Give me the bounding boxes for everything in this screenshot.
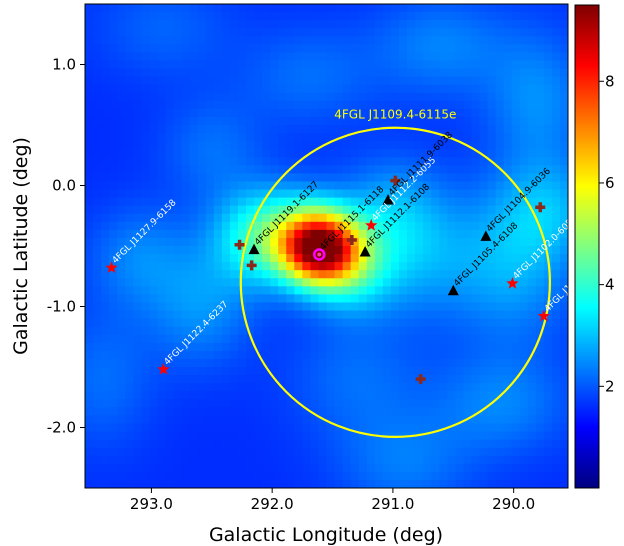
x-axis: 293.0 292.0 291.0 290.0: [130, 488, 535, 513]
source-marker-1: [157, 362, 170, 375]
y-axis-label: Galactic Latitude (deg): [10, 137, 32, 355]
source-marker-7: [480, 230, 492, 241]
colorbar: 2 4 6 8: [574, 4, 615, 489]
extended-source-region: 4FGL J1109.4-6115e: [239, 108, 551, 438]
source-marker-9: [506, 277, 519, 289]
colorbar-tick-label-0: 2: [605, 377, 615, 395]
y-tick-label-0: 1.0: [52, 56, 76, 74]
x-tick-label-0: 293.0: [130, 495, 173, 513]
colorbar-tick-label-2: 6: [605, 174, 615, 192]
source-marker-4: [359, 246, 371, 257]
colorbar-ticks: 2 4 6 8: [599, 72, 615, 395]
x-tick-label-2: 291.0: [371, 495, 414, 513]
plus-marker-5: [415, 374, 426, 385]
source-marker-8: [447, 284, 459, 296]
extended-source-circle: [239, 126, 551, 438]
source-marker-0: [105, 261, 118, 274]
source-marker-3-center: [317, 252, 322, 257]
x-tick-label-3: 290.0: [492, 495, 535, 513]
plus-marker-3: [390, 175, 401, 186]
source-marker-6: [382, 194, 394, 205]
y-tick-label-3: -2.0: [47, 419, 76, 437]
source-marker-10: [537, 309, 551, 322]
y-tick-label-2: -1.0: [47, 298, 76, 316]
x-tick-label-1: 292.0: [251, 495, 294, 513]
plus-marker-1: [246, 260, 257, 271]
source-markers: [105, 175, 551, 385]
y-axis: 1.0 0.0 -1.0 -2.0: [47, 56, 85, 437]
y-tick-label-1: 0.0: [52, 177, 76, 195]
x-axis-label: Galactic Longitude (deg): [209, 524, 443, 546]
extended-source-label: 4FGL J1109.4-6115e: [334, 108, 456, 122]
source-marker-3: [313, 248, 326, 261]
plot-frame: [84, 3, 569, 489]
source-marker-2: [248, 243, 260, 255]
colorbar-tick-label-1: 4: [605, 276, 615, 294]
plus-marker-2: [346, 234, 357, 245]
plus-marker-0: [234, 239, 245, 250]
source-marker-5: [365, 218, 378, 231]
plus-marker-4: [535, 202, 546, 213]
colorbar-gradient: [574, 4, 600, 489]
colorbar-tick-label-3: 8: [605, 72, 615, 90]
